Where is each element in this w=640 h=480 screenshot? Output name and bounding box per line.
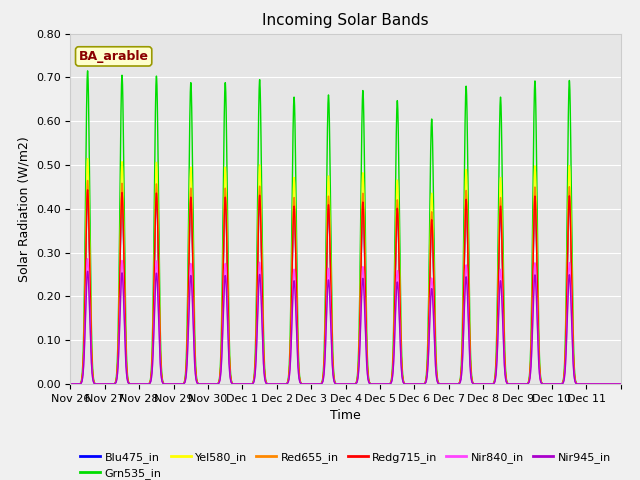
Yel580_in bbox=[84, 156, 92, 161]
Line: Nir840_in: Nir840_in bbox=[70, 259, 621, 384]
Red655_in bbox=[417, 381, 424, 387]
Nir945_in bbox=[67, 381, 74, 387]
Red655_in bbox=[617, 381, 625, 387]
Grn535_in bbox=[465, 245, 472, 251]
Nir840_in bbox=[533, 301, 541, 307]
Yel580_in bbox=[617, 381, 625, 387]
Y-axis label: Solar Radiation (W/m2): Solar Radiation (W/m2) bbox=[17, 136, 30, 282]
Yel580_in bbox=[417, 381, 424, 387]
Redg715_in bbox=[417, 381, 424, 387]
X-axis label: Time: Time bbox=[330, 409, 361, 422]
Yel580_in bbox=[179, 381, 187, 386]
Blu475_in bbox=[500, 330, 508, 336]
Nir945_in bbox=[617, 381, 625, 387]
Blu475_in bbox=[617, 381, 625, 387]
Grn535_in bbox=[583, 381, 591, 387]
Redg715_in bbox=[465, 297, 472, 302]
Nir945_in bbox=[417, 381, 424, 387]
Nir840_in bbox=[611, 381, 619, 387]
Nir945_in bbox=[533, 310, 541, 315]
Blu475_in bbox=[465, 297, 472, 302]
Yel580_in bbox=[583, 381, 591, 387]
Red655_in bbox=[611, 381, 619, 387]
Blu475_in bbox=[417, 381, 424, 387]
Legend: Blu475_in, Grn535_in, Yel580_in, Red655_in, Redg715_in, Nir840_in, Nir945_in: Blu475_in, Grn535_in, Yel580_in, Red655_… bbox=[76, 447, 615, 480]
Line: Blu475_in: Blu475_in bbox=[70, 190, 621, 384]
Line: Yel580_in: Yel580_in bbox=[70, 158, 621, 384]
Redg715_in bbox=[67, 381, 74, 387]
Redg715_in bbox=[611, 381, 619, 387]
Yel580_in bbox=[533, 238, 541, 243]
Nir840_in bbox=[84, 256, 92, 262]
Yel580_in bbox=[465, 283, 472, 288]
Nir840_in bbox=[617, 381, 625, 387]
Nir945_in bbox=[611, 381, 619, 387]
Nir840_in bbox=[500, 348, 508, 354]
Grn535_in bbox=[67, 381, 74, 387]
Red655_in bbox=[179, 381, 187, 387]
Title: Incoming Solar Bands: Incoming Solar Bands bbox=[262, 13, 429, 28]
Blu475_in bbox=[583, 381, 591, 387]
Redg715_in bbox=[533, 258, 541, 264]
Nir840_in bbox=[417, 381, 424, 387]
Red655_in bbox=[465, 292, 472, 298]
Nir945_in bbox=[84, 268, 92, 274]
Grn535_in bbox=[84, 68, 92, 74]
Yel580_in bbox=[67, 381, 74, 387]
Blu475_in bbox=[611, 381, 619, 387]
Line: Grn535_in: Grn535_in bbox=[70, 71, 621, 384]
Grn535_in bbox=[500, 299, 508, 305]
Nir945_in bbox=[179, 381, 187, 387]
Yel580_in bbox=[611, 381, 619, 387]
Blu475_in bbox=[67, 381, 74, 387]
Grn535_in bbox=[179, 381, 187, 386]
Nir945_in bbox=[583, 381, 591, 387]
Red655_in bbox=[583, 381, 591, 387]
Nir840_in bbox=[67, 381, 74, 387]
Grn535_in bbox=[611, 381, 619, 387]
Red655_in bbox=[500, 328, 508, 334]
Nir840_in bbox=[465, 326, 472, 332]
Red655_in bbox=[533, 252, 541, 257]
Grn535_in bbox=[417, 381, 424, 387]
Redg715_in bbox=[500, 330, 508, 336]
Text: BA_arable: BA_arable bbox=[79, 50, 148, 63]
Blu475_in bbox=[179, 381, 187, 387]
Nir945_in bbox=[500, 352, 508, 358]
Nir840_in bbox=[179, 381, 187, 387]
Line: Redg715_in: Redg715_in bbox=[70, 190, 621, 384]
Redg715_in bbox=[84, 187, 92, 192]
Yel580_in bbox=[500, 322, 508, 328]
Line: Red655_in: Red655_in bbox=[70, 180, 621, 384]
Red655_in bbox=[67, 381, 74, 387]
Nir945_in bbox=[465, 332, 472, 338]
Nir840_in bbox=[583, 381, 591, 387]
Redg715_in bbox=[617, 381, 625, 387]
Blu475_in bbox=[84, 187, 92, 192]
Line: Nir945_in: Nir945_in bbox=[70, 271, 621, 384]
Red655_in bbox=[84, 178, 92, 183]
Grn535_in bbox=[617, 381, 625, 387]
Redg715_in bbox=[583, 381, 591, 387]
Grn535_in bbox=[533, 182, 541, 188]
Blu475_in bbox=[533, 258, 541, 264]
Redg715_in bbox=[179, 381, 187, 387]
